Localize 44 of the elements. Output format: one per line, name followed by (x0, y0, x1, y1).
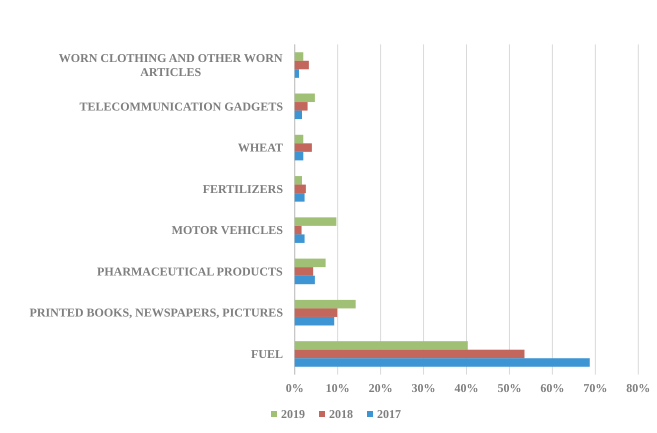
bar (294, 358, 590, 367)
y-tick-label: TELECOMMUNICATION GADGETS (80, 99, 284, 114)
x-tick-label: 30% (412, 381, 436, 395)
bar (294, 102, 308, 111)
legend-label: 2017 (377, 407, 401, 421)
x-tick-label: 50% (497, 381, 522, 395)
y-tick-label: WHEAT (238, 140, 284, 155)
bar (294, 217, 336, 226)
x-tick-label: 20% (368, 381, 393, 395)
y-tick-label: FUEL (250, 346, 284, 361)
y-tick-label: FERTILIZERS (202, 182, 284, 196)
legend-label: 2018 (329, 407, 353, 421)
y-tick-label: PHARMACEUTICAL PRODUCTS (96, 264, 283, 278)
y-tick-label: MOTOR VEHICLES (172, 223, 284, 238)
bar (294, 341, 468, 350)
bar (294, 193, 305, 202)
bar (294, 143, 312, 152)
bar (294, 176, 302, 185)
x-tick-label: 80% (626, 381, 650, 395)
bar (294, 316, 334, 326)
legend-label: 2019 (281, 407, 305, 421)
bar (294, 234, 305, 243)
bar (294, 308, 338, 317)
bar (294, 258, 326, 268)
x-tick-label: 60% (540, 381, 564, 395)
x-tick-label: 10% (326, 381, 350, 395)
bar (294, 134, 304, 144)
x-tick-label: 70% (583, 381, 608, 395)
bar (294, 110, 302, 120)
bar (294, 226, 302, 234)
bar (294, 300, 356, 308)
bar (294, 350, 524, 358)
bar (294, 152, 304, 160)
bar (294, 276, 315, 284)
bar (294, 184, 306, 194)
x-tick-label: 0% (286, 381, 304, 395)
y-tick-label: WORN CLOTHING AND OTHER WORN ARTICLES (58, 51, 283, 80)
bar (294, 60, 309, 70)
x-tick-label: 40% (454, 381, 478, 395)
bar (294, 69, 299, 78)
y-tick-label: PRINTED BOOKS, NEWSPAPERS, PICTURES (30, 306, 284, 320)
bar (294, 267, 314, 276)
bar (294, 94, 315, 102)
bar (294, 52, 304, 61)
